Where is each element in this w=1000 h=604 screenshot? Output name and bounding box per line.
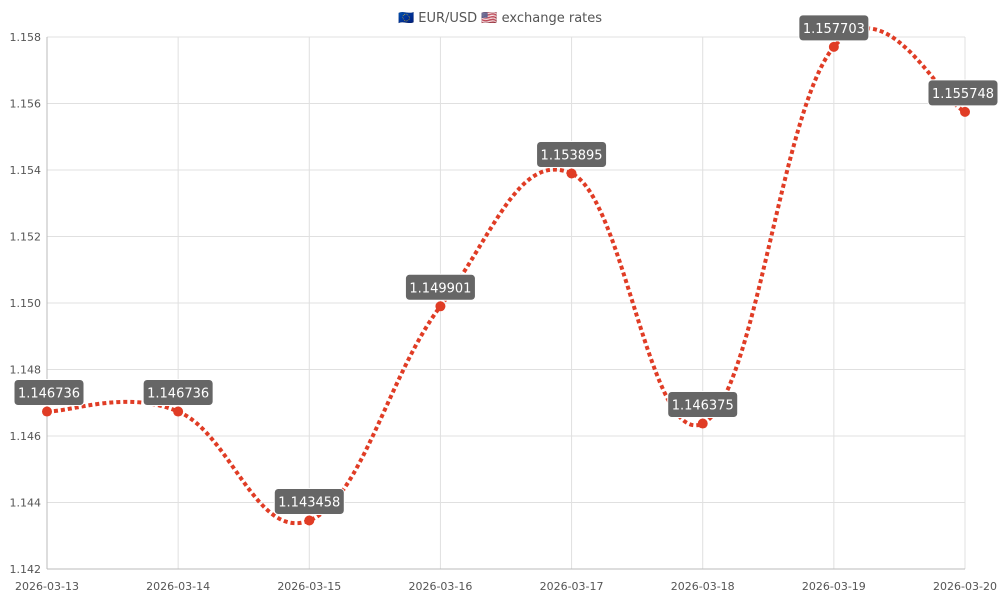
data-label: 1.143458 (273, 488, 345, 516)
y-tick-label: 1.154 (10, 164, 42, 177)
data-label: 1.146375 (667, 391, 739, 419)
y-tick-label: 1.156 (10, 98, 42, 111)
data-label: 1.146736 (13, 379, 85, 407)
data-label: 1.153895 (536, 140, 608, 168)
data-label-box (273, 488, 345, 516)
data-point (173, 406, 184, 417)
data-label-text: 1.149901 (409, 281, 471, 296)
data-point (435, 301, 446, 312)
chart-title: 🇪🇺 EUR/USD 🇺🇸 exchange rates (398, 11, 602, 26)
x-tick-label: 2026-03-13 (15, 580, 79, 593)
data-point (566, 168, 577, 179)
y-tick-label: 1.146 (10, 430, 42, 443)
y-tick-label: 1.158 (10, 31, 42, 44)
data-label: 1.146736 (142, 379, 214, 407)
data-label: 1.149901 (404, 273, 476, 301)
data-label-box (927, 79, 999, 107)
x-tick-label: 2026-03-17 (540, 580, 604, 593)
data-point (828, 41, 839, 52)
y-tick-label: 1.148 (10, 364, 42, 377)
x-tick-label: 2026-03-15 (277, 580, 341, 593)
data-label-text: 1.157703 (803, 22, 865, 37)
data-point (42, 406, 52, 417)
y-tick-label: 1.142 (10, 563, 42, 576)
x-tick-label: 2026-03-20 (933, 580, 997, 593)
data-label-box (667, 391, 739, 419)
data-label-box (13, 379, 85, 407)
data-label-box (536, 140, 608, 168)
data-label-text: 1.146736 (147, 387, 209, 402)
y-tick-label: 1.152 (10, 231, 42, 244)
data-label-text: 1.153895 (541, 148, 603, 163)
data-label: 1.157703 (798, 14, 870, 42)
x-tick-label: 2026-03-16 (408, 580, 472, 593)
x-tick-label: 2026-03-19 (802, 580, 866, 593)
data-label-box (142, 379, 214, 407)
data-label-box (404, 273, 476, 301)
x-tick-label: 2026-03-18 (671, 580, 735, 593)
series-line (46, 26, 967, 526)
data-point (960, 106, 970, 117)
data-label: 1.155748 (927, 79, 999, 107)
x-tick-label: 2026-03-14 (146, 580, 210, 593)
data-point (304, 515, 315, 526)
data-label-box (798, 14, 870, 42)
data-label-text: 1.155748 (932, 87, 994, 102)
data-label-text: 1.143458 (278, 496, 340, 511)
data-label-text: 1.146736 (18, 387, 80, 402)
y-tick-label: 1.150 (10, 297, 42, 310)
y-tick-label: 1.144 (10, 497, 42, 510)
data-point (697, 418, 708, 429)
data-label-text: 1.146375 (672, 399, 734, 414)
